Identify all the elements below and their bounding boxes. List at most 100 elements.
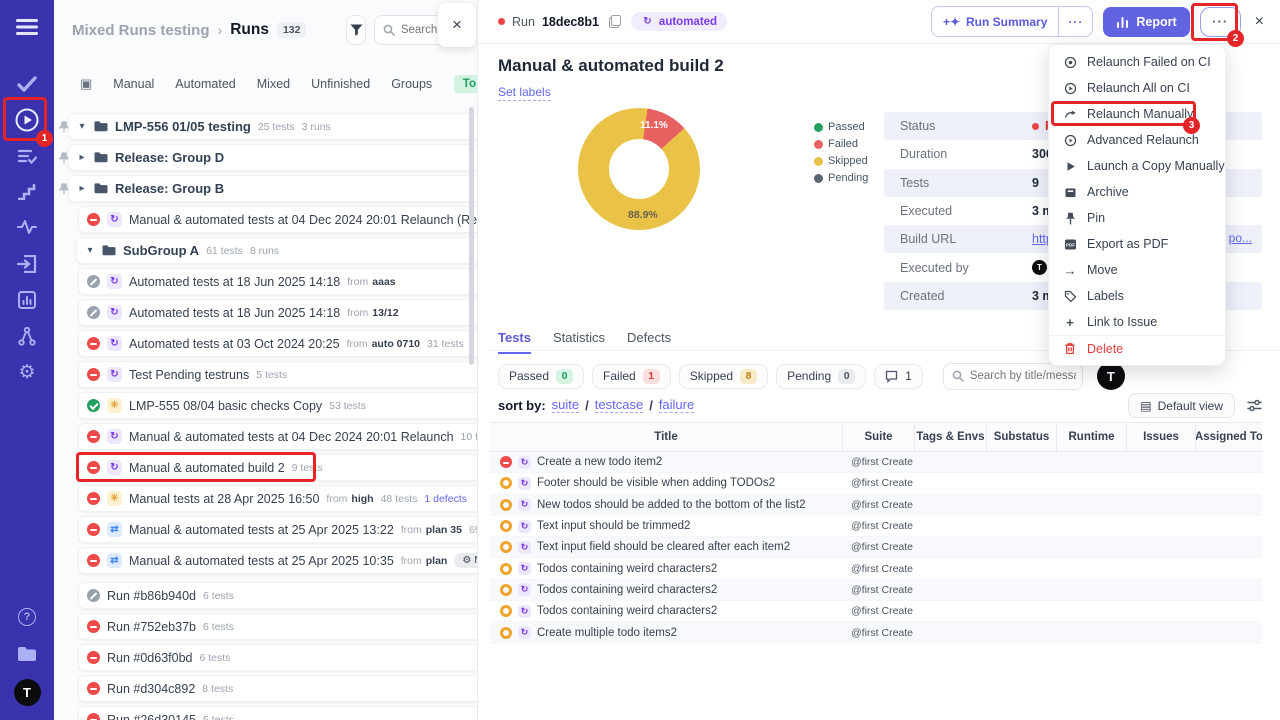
failed-status-icon [500,456,512,469]
build-url-link-end[interactable]: po... [1228,231,1252,246]
run-summary-button[interactable]: +✦ Run Summary ··· [930,6,1094,37]
run-row[interactable]: ↻ Test Pending testruns 5 tests [54,361,477,388]
run-row[interactable]: Run #d304c892 8 tests [54,675,477,702]
settings-gear-icon[interactable]: ⚙ [18,361,36,383]
table-row[interactable]: ↻ Footer should be visible when adding TO… [490,473,1262,495]
menu-item-relaunch-all-ci[interactable]: Relaunch All on CI [1049,75,1225,101]
tab-statistics[interactable]: Statistics [553,330,606,345]
table-row[interactable]: ↻ Todos containing weird characters2 @fir… [490,558,1262,580]
assignee-avatar[interactable]: T [1096,362,1125,390]
menu-item-link-to-issue[interactable]: + Link to Issue [1049,309,1225,335]
defects-count[interactable]: 1 defects [424,492,467,505]
filter-pending[interactable]: Pending 0 [776,363,867,389]
tests-search-input[interactable] [969,370,1076,382]
run-row[interactable]: ⇄ Manual & automated tests at 25 Apr 202… [54,516,477,543]
runs-list-scrollbar[interactable] [469,107,474,365]
filter-button[interactable] [346,15,366,45]
menu-item-delete[interactable]: Delete [1049,335,1225,361]
table-row[interactable]: ↻ Create multiple todo items2 @first Crea… [490,622,1262,644]
chevron-down-icon[interactable]: ▾ [79,121,85,132]
legend-failed[interactable]: Failed [814,138,868,150]
pulse-icon[interactable] [0,210,54,244]
tab-defects[interactable]: Defects [627,330,672,345]
run-row[interactable]: ↻ Automated tests at 18 Jun 2025 14:18 f… [54,268,477,295]
sort-by-testcase[interactable]: testcase [594,397,644,413]
table-row[interactable]: ↻ Text input should be trimmed2 @first Cr… [490,516,1262,538]
legend-skipped[interactable]: Skipped [814,155,868,167]
run-group-row[interactable]: ▾ SubGroup A 61 tests 8 runs [54,237,477,264]
close-run-button[interactable]: × [1254,12,1264,30]
menu-item-advanced-relaunch[interactable]: Advanced Relaunch [1049,127,1225,153]
tab-manual[interactable]: Manual [113,77,155,91]
run-row[interactable]: Run #b86b940d 6 tests [54,582,477,609]
run-row-selected[interactable]: ↻ Manual & automated build 2 9 tests [54,454,477,481]
tab-tests[interactable]: Tests [498,330,531,354]
run-group-row[interactable]: ▾ LMP-556 01/05 testing 25 tests 3 runs [54,113,477,140]
table-row[interactable]: ↻ Todos containing weird characters2 @fir… [490,579,1262,602]
table-row[interactable]: ↻Create a new todo item2 @first Create .… [490,452,1262,474]
menu-item-export-pdf[interactable]: PDF Export as PDF [1049,231,1225,257]
menu-item-launch-copy[interactable]: Launch a Copy Manually [1049,153,1225,179]
run-row[interactable]: Run #0d63f0bd 6 tests [54,644,477,671]
set-labels-link[interactable]: Set labels [498,85,551,101]
tab-automated[interactable]: Automated [175,77,236,91]
run-row[interactable]: Run #26d30145 5 tests [54,706,477,720]
run-row[interactable]: ✳ Manual tests at 28 Apr 2025 16:50 from… [54,485,477,512]
chevron-right-icon[interactable]: ▸ [79,183,85,194]
report-button[interactable]: Report [1103,6,1190,37]
tab-today-chip[interactable]: To [453,75,477,93]
projects-folder-icon[interactable] [0,637,54,671]
test-plans-icon[interactable] [0,140,54,174]
run-actions-more-button[interactable]: ··· [1199,6,1241,37]
run-row[interactable]: ↻ Manual & automated tests at 04 Dec 202… [54,423,477,450]
import-icon[interactable] [0,247,54,281]
run-summary-more-button[interactable]: ··· [1058,7,1092,36]
table-row[interactable]: ↻ Todos containing weird characters2 @fir… [490,601,1262,623]
filter-passed[interactable]: Passed 0 [498,363,585,389]
menu-item-relaunch-failed-ci[interactable]: Relaunch Failed on CI [1049,49,1225,75]
tests-search-box[interactable] [942,362,1083,390]
chevron-right-icon[interactable]: ▸ [79,152,85,163]
menu-item-relaunch-manually[interactable]: Relaunch Manually [1049,101,1225,127]
legend-pending[interactable]: Pending [814,172,868,184]
reports-icon[interactable] [0,283,54,317]
menu-item-move[interactable]: → Move [1063,262,1118,278]
run-row[interactable]: ⇄ Manual & automated tests at 25 Apr 202… [54,547,477,574]
tests-check-icon[interactable] [0,67,54,101]
select-all-icon[interactable]: ▣ [80,76,93,91]
run-row[interactable]: ↻ Automated tests at 18 Jun 2025 14:18 f… [54,299,477,326]
breadcrumb-section[interactable]: Runs [230,21,269,38]
help-icon[interactable]: ? [0,600,54,634]
run-row[interactable]: ✳ LMP-555 08/04 basic checks Copy 53 tes… [54,392,477,419]
tab-unfinished[interactable]: Unfinished [311,77,371,91]
tab-groups[interactable]: Groups [391,77,433,91]
sort-by-suite[interactable]: suite [551,397,580,413]
menu-item-archive[interactable]: Archive [1049,179,1225,205]
hamburger-menu-icon[interactable] [0,10,54,44]
comments-filter[interactable]: 1 [874,363,923,389]
filter-failed[interactable]: Failed 1 [592,363,671,389]
default-view-button[interactable]: ▤ Default view [1128,393,1235,418]
run-group-row[interactable]: ▸ Release: Group B [54,175,477,202]
menu-item-labels[interactable]: Labels [1049,283,1225,309]
branch-icon[interactable] [0,319,54,353]
copy-icon[interactable] [608,15,621,28]
tab-mixed[interactable]: Mixed [256,77,291,91]
steps-icon[interactable] [0,175,54,209]
sort-by-failure[interactable]: failure [658,397,695,413]
chevron-down-icon[interactable]: ▾ [87,245,93,256]
run-row[interactable]: Run #752eb37b 6 tests [54,613,477,640]
run-row[interactable]: ↻ Automated tests at 03 Oct 2024 20:25 f… [54,330,477,357]
run-group-row[interactable]: ▸ Release: Group D [54,144,477,171]
run-row[interactable]: ↻ Manual & automated tests at 04 Dec 202… [54,206,477,233]
menu-item-pin[interactable]: Pin [1049,205,1225,231]
close-panel-button[interactable]: × [438,3,476,47]
breadcrumb-project[interactable]: Mixed Runs testing [72,21,210,39]
runs-play-icon[interactable] [0,102,54,138]
table-row[interactable]: ↻ New todos should be added to the bottom… [490,494,1262,516]
legend-passed[interactable]: Passed [814,121,868,133]
view-settings-icon[interactable] [1247,399,1262,412]
user-avatar[interactable]: T [0,675,54,709]
table-row[interactable]: ↻ Text input field should be cleared afte… [490,537,1262,559]
filter-skipped[interactable]: Skipped 8 [678,363,769,389]
